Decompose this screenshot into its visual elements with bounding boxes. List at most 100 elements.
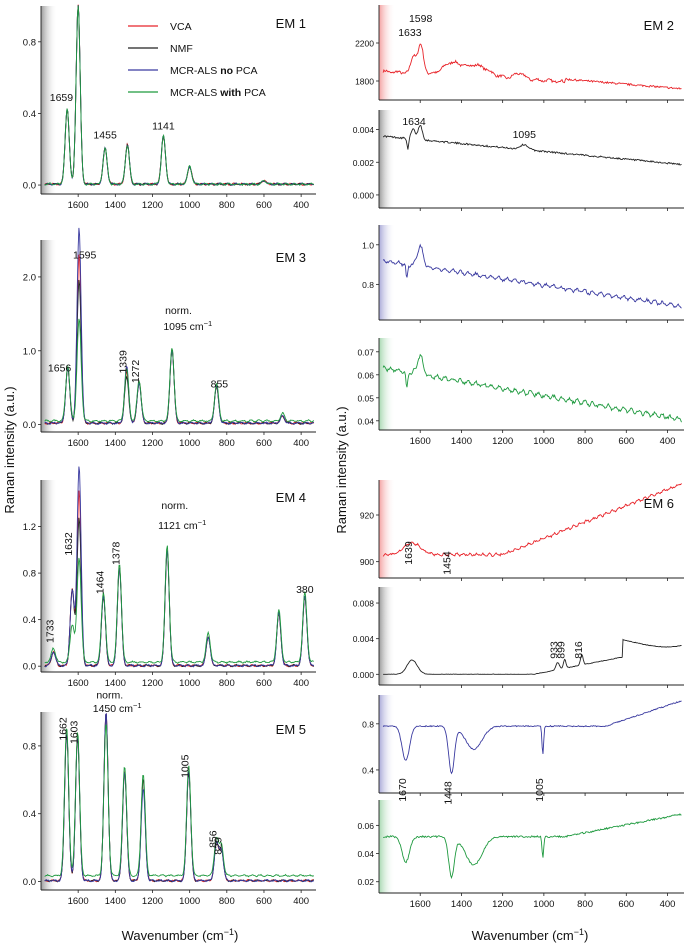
x-tick-label: 1400 (105, 438, 126, 449)
peak-annotation: 1448 (443, 781, 455, 805)
x-tick-label: 1600 (410, 436, 431, 447)
series-line-mcr-als-no-pca (44, 466, 315, 668)
y-tick-label: 0.8 (362, 719, 374, 729)
panel-title: EM 4 (276, 490, 306, 505)
y-tick-label: 2.0 (23, 272, 36, 283)
panel-shade (41, 6, 57, 194)
x-tick-label: 1600 (68, 200, 89, 211)
y-tick-label: 900 (360, 557, 374, 567)
series-line-vca (44, 490, 314, 668)
x-tick-label: 1600 (68, 678, 89, 689)
y-axis-label: Raman intensity (a.u.) (334, 406, 349, 533)
peak-annotation: 1095 (513, 129, 537, 141)
x-tick-label: 1400 (451, 899, 472, 910)
y-axis-label: Raman intensity (a.u.) (2, 386, 17, 513)
x-tick-label: 1400 (451, 436, 472, 447)
y-tick-label: 0.004 (353, 634, 375, 644)
x-tick-label: 600 (256, 896, 272, 907)
peak-annotation: 1450 cm−1 (93, 701, 142, 715)
peak-annotation: 1005 (534, 778, 546, 802)
series-line-mcr-als-no-pca (44, 227, 315, 425)
panel-shade (379, 338, 395, 430)
x-tick-label: 1000 (179, 678, 200, 689)
peak-annotation: 1454 (441, 551, 453, 575)
peak-annotation: 1272 (130, 360, 142, 384)
peak-annotation: 1095 cm−1 (163, 319, 212, 333)
legend: VCA NMF MCR-ALS no PCA MCR-ALS with PCA (128, 21, 266, 99)
x-tick-label: 1200 (142, 438, 163, 449)
y-tick-label: 0.004 (353, 125, 375, 135)
y-tick-label: 0.8 (23, 569, 36, 580)
peak-annotation: 816 (573, 641, 585, 659)
chart-subpanel-nmf: 0.000 0.002 0.004 1634 1095 (353, 110, 684, 211)
series-line-mcr-als-with-pca (44, 5, 315, 187)
y-tick-label: 1.2 (23, 522, 36, 533)
y-tick-label: 0.0 (23, 662, 36, 673)
peak-annotation: 1600 cm−1 (54, 0, 103, 2)
x-tick-label: 1400 (105, 896, 126, 907)
x-tick-label: 1000 (533, 899, 554, 910)
x-tick-label: 800 (219, 896, 235, 907)
y-tick-label: 0.8 (362, 280, 374, 290)
peak-annotation: 1378 (110, 541, 122, 565)
panel-title: EM 3 (276, 250, 306, 265)
peak-annotation: 1121 cm−1 (158, 518, 206, 532)
x-tick-label: 1200 (142, 678, 163, 689)
x-tick-label: 400 (293, 896, 309, 907)
panel-shade (379, 695, 395, 793)
peak-annotation: 829 (212, 837, 224, 855)
legend-label: MCR-ALS no PCA (170, 65, 258, 77)
x-tick-label: 400 (660, 436, 676, 447)
peak-annotation: 380 (296, 584, 314, 596)
peak-annotation: 1632 (63, 532, 75, 556)
x-tick-label: 600 (256, 678, 272, 689)
series-line-vca (44, 713, 314, 883)
chart-panel-em3: 0.0 1.0 2.0 1600 1400 1200 1000 800 600 400 EM 3 15… (23, 227, 316, 449)
x-tick-label: 1400 (105, 200, 126, 211)
panel-title: EM 1 (276, 16, 306, 31)
x-tick-label: 1000 (179, 896, 200, 907)
chart-subpanel-vca: 900 920 1639 1454 (360, 480, 684, 581)
y-tick-label: 0.04 (357, 416, 374, 426)
peak-annotation: 1634 (402, 116, 426, 128)
y-tick-label: 0.4 (362, 765, 374, 775)
peak-annotation: 1598 (409, 13, 433, 25)
panel-shade (41, 240, 57, 432)
x-axis-label: Wavenumber (cm−1) (472, 927, 589, 943)
y-tick-label: 0.0 (23, 420, 36, 431)
chart-subpanel-vca: 1800 2200 1598 1633 (355, 5, 684, 103)
legend-label: NMF (170, 43, 193, 55)
x-tick-label: 1200 (492, 436, 513, 447)
y-tick-label: 0.0 (23, 877, 36, 888)
x-tick-label: 600 (618, 436, 634, 447)
series-line-nmf (382, 124, 682, 166)
panel-title: EM 2 (644, 18, 674, 33)
peak-annotation: 1659 (50, 92, 74, 104)
y-tick-label: 1.0 (362, 240, 374, 250)
series-line-mcr-als-with-pca (44, 318, 315, 423)
x-tick-label: 800 (577, 899, 593, 910)
chart-subpanel-mcr-als-with-pca: 0.02 0.04 0.06 1600 1400 1200 1000 800 600 400 (357, 800, 684, 910)
x-tick-label: 800 (219, 200, 235, 211)
y-tick-label: 0.000 (353, 670, 375, 680)
peak-annotation: 1464 (94, 571, 106, 595)
panel-shade (379, 587, 395, 685)
series-line-nmf (44, 714, 314, 883)
series-line-nmf (383, 638, 682, 675)
y-tick-label: 0.002 (353, 158, 375, 168)
peak-annotation: 1733 (44, 619, 56, 643)
x-tick-label: 1200 (142, 200, 163, 211)
y-tick-label: 0.05 (357, 393, 374, 403)
peak-annotation: norm. (161, 500, 188, 512)
series-line-mcr-als-no-pca (382, 700, 682, 775)
x-tick-label: 1600 (410, 899, 431, 910)
panel-shade (379, 225, 395, 320)
y-tick-label: 920 (360, 511, 374, 521)
panel-shade (379, 110, 395, 208)
panel-shade (379, 5, 395, 100)
series-line-mcr-als-with-pca (44, 545, 315, 665)
x-tick-label: 600 (256, 438, 272, 449)
